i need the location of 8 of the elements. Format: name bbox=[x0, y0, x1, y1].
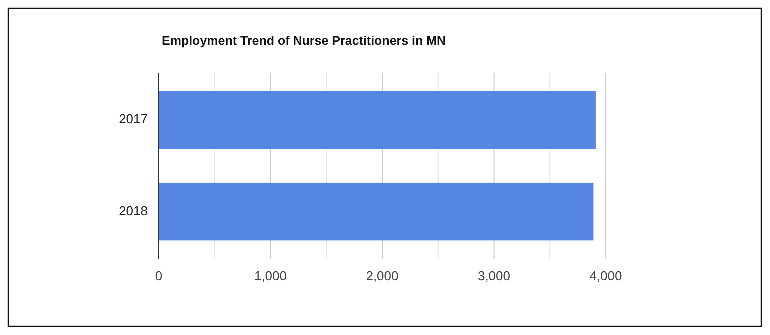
y-tick-label: 2018 bbox=[119, 203, 148, 218]
y-tick-label: 2017 bbox=[119, 112, 148, 127]
x-tick-label: 2,000 bbox=[366, 268, 399, 284]
x-tick-label: 4,000 bbox=[590, 268, 622, 284]
chart-title: Employment Trend of Nurse Practitioners in MN bbox=[162, 34, 446, 48]
x-tick-label: 0 bbox=[155, 268, 163, 284]
x-tick-label: 3,000 bbox=[478, 268, 511, 284]
x-tick-label: 1,000 bbox=[254, 268, 288, 284]
